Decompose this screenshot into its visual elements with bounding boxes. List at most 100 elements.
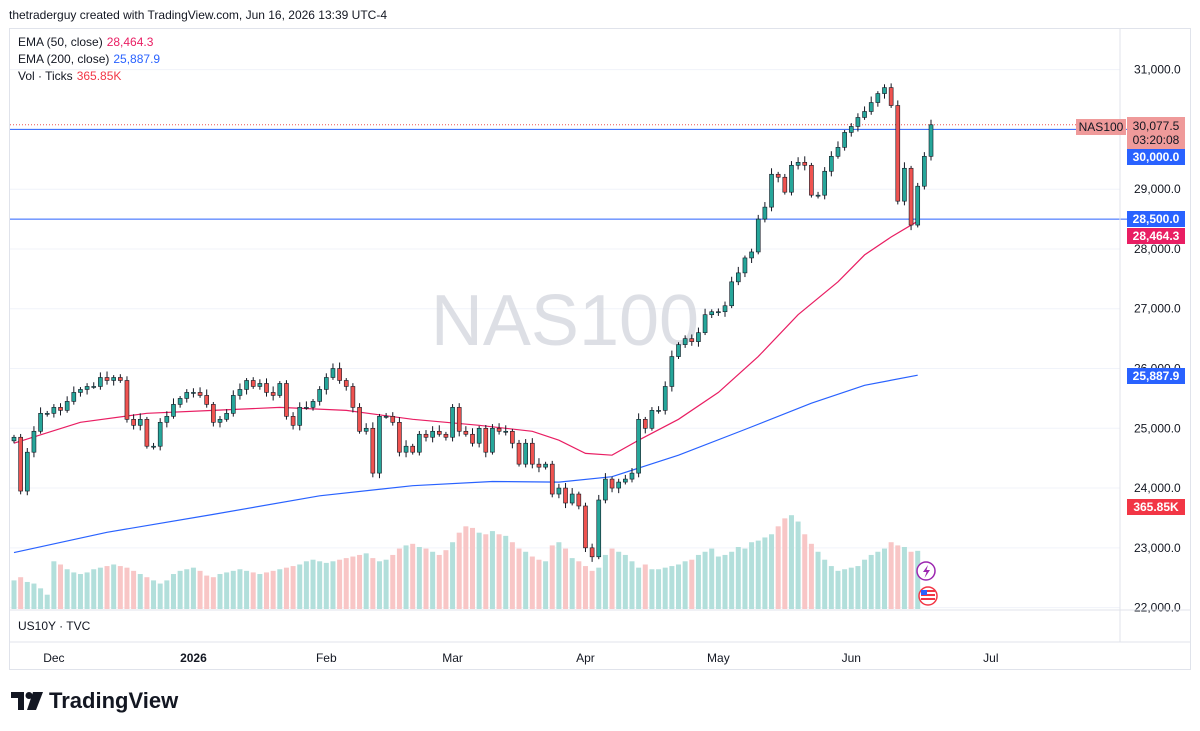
- candle: [689, 334, 695, 346]
- candle: [623, 474, 628, 485]
- candle-body: [875, 93, 881, 103]
- candle: [104, 371, 110, 385]
- candle-body: [357, 407, 362, 432]
- volume-bar: [755, 540, 761, 609]
- bar-countdown: 03:20:08: [1133, 133, 1180, 147]
- candle-body: [71, 392, 77, 402]
- candle: [390, 412, 396, 426]
- candle-body: [390, 416, 396, 423]
- candle: [284, 380, 289, 420]
- x-tick-label: Mar: [442, 651, 463, 665]
- candle: [98, 372, 103, 390]
- candle-body: [177, 398, 183, 405]
- volume-bar: [549, 545, 555, 609]
- candle-body: [64, 401, 70, 411]
- chart-credit: thetraderguy created with TradingView.co…: [9, 8, 387, 22]
- volume-bar: [416, 546, 422, 609]
- candle-body: [304, 407, 309, 409]
- candle-body: [802, 161, 808, 166]
- volume-bar: [64, 569, 70, 609]
- volume-bar: [91, 569, 97, 609]
- volume-bar: [137, 574, 143, 609]
- candle: [131, 414, 136, 430]
- volume-bar: [915, 550, 921, 609]
- volume-bar: [430, 551, 436, 609]
- candle-body: [164, 416, 170, 423]
- volume-bar: [58, 564, 64, 609]
- volume-bar: [656, 569, 662, 609]
- candle: [895, 100, 901, 205]
- volume-bar: [622, 554, 628, 609]
- volume-bar: [695, 554, 701, 609]
- candle: [842, 130, 847, 151]
- candle-body: [716, 311, 721, 314]
- candle-body: [131, 419, 136, 426]
- candle: [24, 448, 30, 496]
- candle: [922, 152, 927, 190]
- tradingview-logo[interactable]: TradingView: [11, 688, 178, 714]
- candle-body: [403, 445, 409, 453]
- candle: [603, 473, 608, 504]
- candle-body: [616, 481, 621, 489]
- volume-bar: [582, 566, 588, 609]
- y-tick-label: 31,000.0: [1134, 63, 1181, 77]
- ema200-legend[interactable]: EMA (200, close) 25,887.9: [18, 52, 160, 66]
- candle-body: [775, 173, 781, 178]
- candle: [809, 162, 814, 198]
- candle: [244, 378, 249, 395]
- candle-body: [789, 164, 794, 193]
- candle-body: [576, 493, 582, 507]
- candle-body: [868, 102, 874, 112]
- volume-bar: [775, 526, 781, 609]
- volume-bar: [337, 559, 343, 609]
- candle-body: [204, 395, 210, 405]
- candle-body: [915, 185, 921, 226]
- candle-body: [124, 380, 130, 420]
- volume-bar: [822, 559, 828, 609]
- candle-body: [490, 427, 495, 453]
- x-tick-label: Jul: [983, 651, 998, 665]
- candle: [84, 383, 90, 395]
- candle-body: [755, 218, 761, 253]
- candle-body: [583, 505, 588, 549]
- candle-body: [649, 410, 655, 429]
- lightning-icon[interactable]: [916, 561, 936, 581]
- candle: [642, 416, 648, 434]
- candle: [277, 381, 283, 398]
- symbol-tag: NAS100: [1076, 119, 1126, 135]
- candle: [523, 439, 528, 468]
- candle: [403, 440, 409, 458]
- candle: [636, 413, 641, 478]
- candle-body: [38, 413, 43, 432]
- candle-body: [729, 281, 734, 307]
- candle-body: [423, 433, 429, 438]
- volume-bar: [270, 570, 276, 609]
- volume-legend[interactable]: Vol · Ticks 365.85K: [18, 69, 121, 83]
- tradingview-logo-icon: [11, 692, 43, 710]
- volume-bar: [443, 550, 449, 609]
- ema50-legend[interactable]: EMA (50, close) 28,464.3: [18, 35, 153, 49]
- candle: [656, 406, 661, 414]
- us-flag-icon[interactable]: [918, 586, 938, 606]
- candle-body: [722, 305, 728, 313]
- candle: [855, 113, 861, 132]
- candle-body: [782, 176, 788, 193]
- candle-body: [324, 377, 329, 390]
- ema200-legend-label: EMA (200, close): [18, 52, 110, 66]
- candle: [915, 182, 921, 228]
- volume-bar: [463, 526, 469, 609]
- candle-body: [895, 105, 901, 202]
- us10y-pane-label[interactable]: US10Y · TVC: [18, 619, 91, 633]
- volume-bar: [509, 542, 515, 609]
- volume-bar: [742, 548, 748, 609]
- volume-bar: [536, 559, 542, 609]
- volume-bar: [735, 546, 741, 609]
- volume-bar: [769, 534, 775, 609]
- volume-bar: [762, 537, 768, 609]
- candle-body: [350, 386, 356, 408]
- svg-text:28,464.3: 28,464.3: [1133, 229, 1180, 243]
- candle: [696, 327, 701, 347]
- candle: [795, 157, 801, 170]
- candle: [430, 426, 435, 443]
